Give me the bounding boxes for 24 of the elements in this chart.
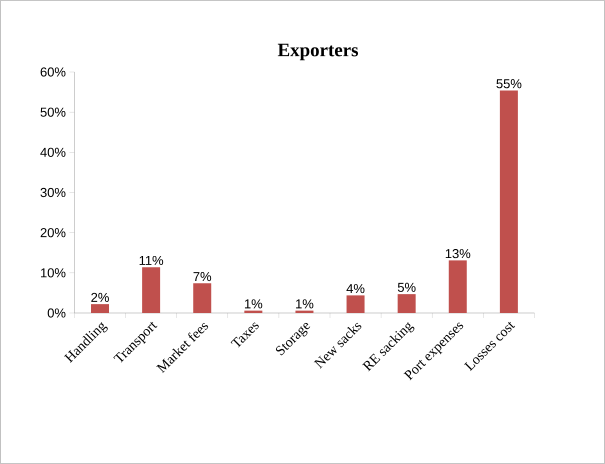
data-label: 2% [91, 292, 109, 302]
y-tick-label: 10% [40, 268, 66, 278]
data-label: 11% [140, 256, 164, 266]
bar [193, 283, 212, 313]
data-label: 1% [244, 299, 262, 308]
bar [398, 294, 416, 313]
data-label: 5% [398, 282, 416, 292]
bar [448, 260, 467, 313]
bar [500, 90, 518, 313]
y-tick-label: 0% [48, 308, 66, 318]
y-tick-label: 30% [40, 188, 66, 198]
y-tick-label: 60% [40, 67, 66, 77]
data-label: 13% [446, 249, 470, 258]
y-tick-label: 40% [40, 148, 66, 157]
bar [142, 267, 160, 313]
data-label: 4% [346, 284, 364, 294]
bar [91, 304, 109, 313]
data-label: 55% [496, 79, 522, 88]
chart-title: Exporters [278, 44, 358, 60]
y-tick-label: 50% [40, 108, 66, 117]
data-label: 1% [296, 299, 314, 308]
y-tick-label: 20% [40, 228, 66, 238]
data-label: 7% [194, 272, 212, 282]
bar [346, 295, 365, 313]
